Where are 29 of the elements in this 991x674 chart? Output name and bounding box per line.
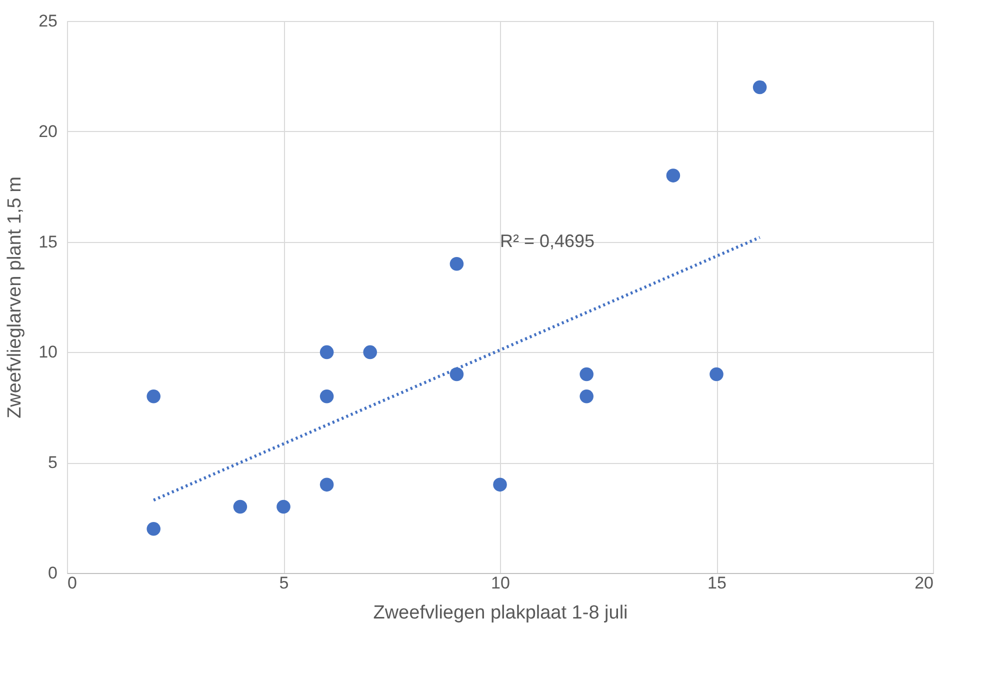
point xyxy=(450,367,464,382)
y-tick-label: 5 xyxy=(48,453,58,472)
point xyxy=(363,345,377,360)
point xyxy=(146,389,160,404)
x-tick-label: 5 xyxy=(279,574,289,592)
point xyxy=(666,168,680,182)
point xyxy=(493,478,507,492)
y-tick-label: 10 xyxy=(38,342,58,362)
x-axis-title: Zweefvliegen plakplaat 1-8 juli xyxy=(373,602,628,624)
y-tick-label: 20 xyxy=(38,122,58,141)
point xyxy=(146,522,160,536)
point xyxy=(580,367,594,382)
y-tick-label: 15 xyxy=(38,232,58,252)
point xyxy=(710,367,724,382)
x-tick-label: 10 xyxy=(491,574,510,592)
point xyxy=(320,389,334,404)
y-axis-title: Zweefvlieglarven plant 1,5 m xyxy=(4,176,26,418)
point xyxy=(320,478,334,492)
x-tick-label: 0 xyxy=(68,574,77,592)
y-tick-label: 25 xyxy=(38,12,58,30)
point xyxy=(450,257,464,271)
annotation: R² = 0,4695 xyxy=(500,230,595,251)
point xyxy=(580,389,594,404)
x-tick-label: 15 xyxy=(708,574,726,592)
point xyxy=(233,500,248,514)
point xyxy=(752,80,767,94)
point xyxy=(320,345,334,360)
x-tick-label: 20 xyxy=(914,574,934,592)
point xyxy=(276,500,290,514)
